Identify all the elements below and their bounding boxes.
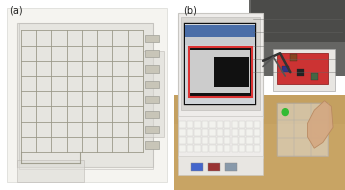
Bar <box>231 146 238 152</box>
Bar <box>145 81 159 88</box>
Bar <box>145 96 159 103</box>
Bar <box>246 146 253 152</box>
Bar <box>239 146 245 152</box>
Bar <box>189 47 252 97</box>
Bar <box>187 137 193 144</box>
Bar <box>224 129 230 136</box>
Bar <box>254 121 260 128</box>
Bar <box>145 65 159 73</box>
Bar <box>178 13 263 118</box>
Bar <box>187 129 193 136</box>
Bar <box>145 35 159 42</box>
Bar <box>190 50 250 93</box>
Bar <box>239 121 245 128</box>
Bar <box>178 116 263 158</box>
Bar <box>231 129 238 136</box>
Bar <box>224 121 230 128</box>
Bar <box>217 129 223 136</box>
Bar <box>249 0 345 76</box>
Bar <box>208 163 220 171</box>
Bar <box>290 54 297 61</box>
Bar <box>217 121 223 128</box>
Bar <box>185 25 255 37</box>
Bar <box>239 137 245 144</box>
Bar <box>209 137 216 144</box>
Bar <box>194 129 201 136</box>
Bar <box>143 51 164 137</box>
Polygon shape <box>307 101 333 148</box>
Bar <box>185 24 255 104</box>
Bar <box>145 50 159 57</box>
Bar <box>246 137 253 144</box>
Bar <box>224 137 230 144</box>
Bar <box>246 129 253 136</box>
Bar <box>214 57 249 87</box>
Bar <box>254 137 260 144</box>
Bar <box>254 129 260 136</box>
Bar <box>174 95 345 190</box>
Bar <box>19 23 153 169</box>
Text: (a): (a) <box>9 6 22 16</box>
Bar <box>179 121 186 128</box>
Bar <box>202 129 208 136</box>
Bar <box>194 121 201 128</box>
Bar <box>17 23 153 167</box>
Bar <box>185 23 256 104</box>
Bar <box>231 121 238 128</box>
Bar <box>202 137 208 144</box>
Bar <box>191 163 203 171</box>
Bar <box>311 73 318 80</box>
Bar <box>209 146 216 152</box>
Bar <box>187 121 193 128</box>
Bar <box>174 124 345 190</box>
Bar <box>178 156 263 175</box>
Bar <box>202 121 208 128</box>
Bar <box>224 146 230 152</box>
Bar <box>226 163 237 171</box>
Circle shape <box>282 109 288 116</box>
Bar <box>194 137 201 144</box>
Bar <box>254 146 260 152</box>
Bar <box>231 137 238 144</box>
Bar <box>209 129 216 136</box>
Bar <box>277 53 328 84</box>
Bar <box>145 111 159 118</box>
Bar <box>194 146 201 152</box>
Bar <box>251 0 345 42</box>
Bar <box>217 137 223 144</box>
Bar <box>145 126 159 133</box>
Bar <box>217 146 223 152</box>
Bar <box>277 103 328 156</box>
Bar <box>179 129 186 136</box>
Bar <box>17 160 83 182</box>
Bar <box>273 49 335 91</box>
Bar <box>202 146 208 152</box>
Bar <box>179 146 186 152</box>
Bar <box>246 121 253 128</box>
Bar <box>187 146 193 152</box>
Bar <box>181 17 259 110</box>
Bar <box>209 121 216 128</box>
Bar <box>179 137 186 144</box>
Bar <box>282 66 289 72</box>
Bar <box>185 37 255 45</box>
Bar <box>145 141 159 149</box>
Bar <box>297 69 304 76</box>
Text: (b): (b) <box>183 6 197 16</box>
Bar <box>239 129 245 136</box>
